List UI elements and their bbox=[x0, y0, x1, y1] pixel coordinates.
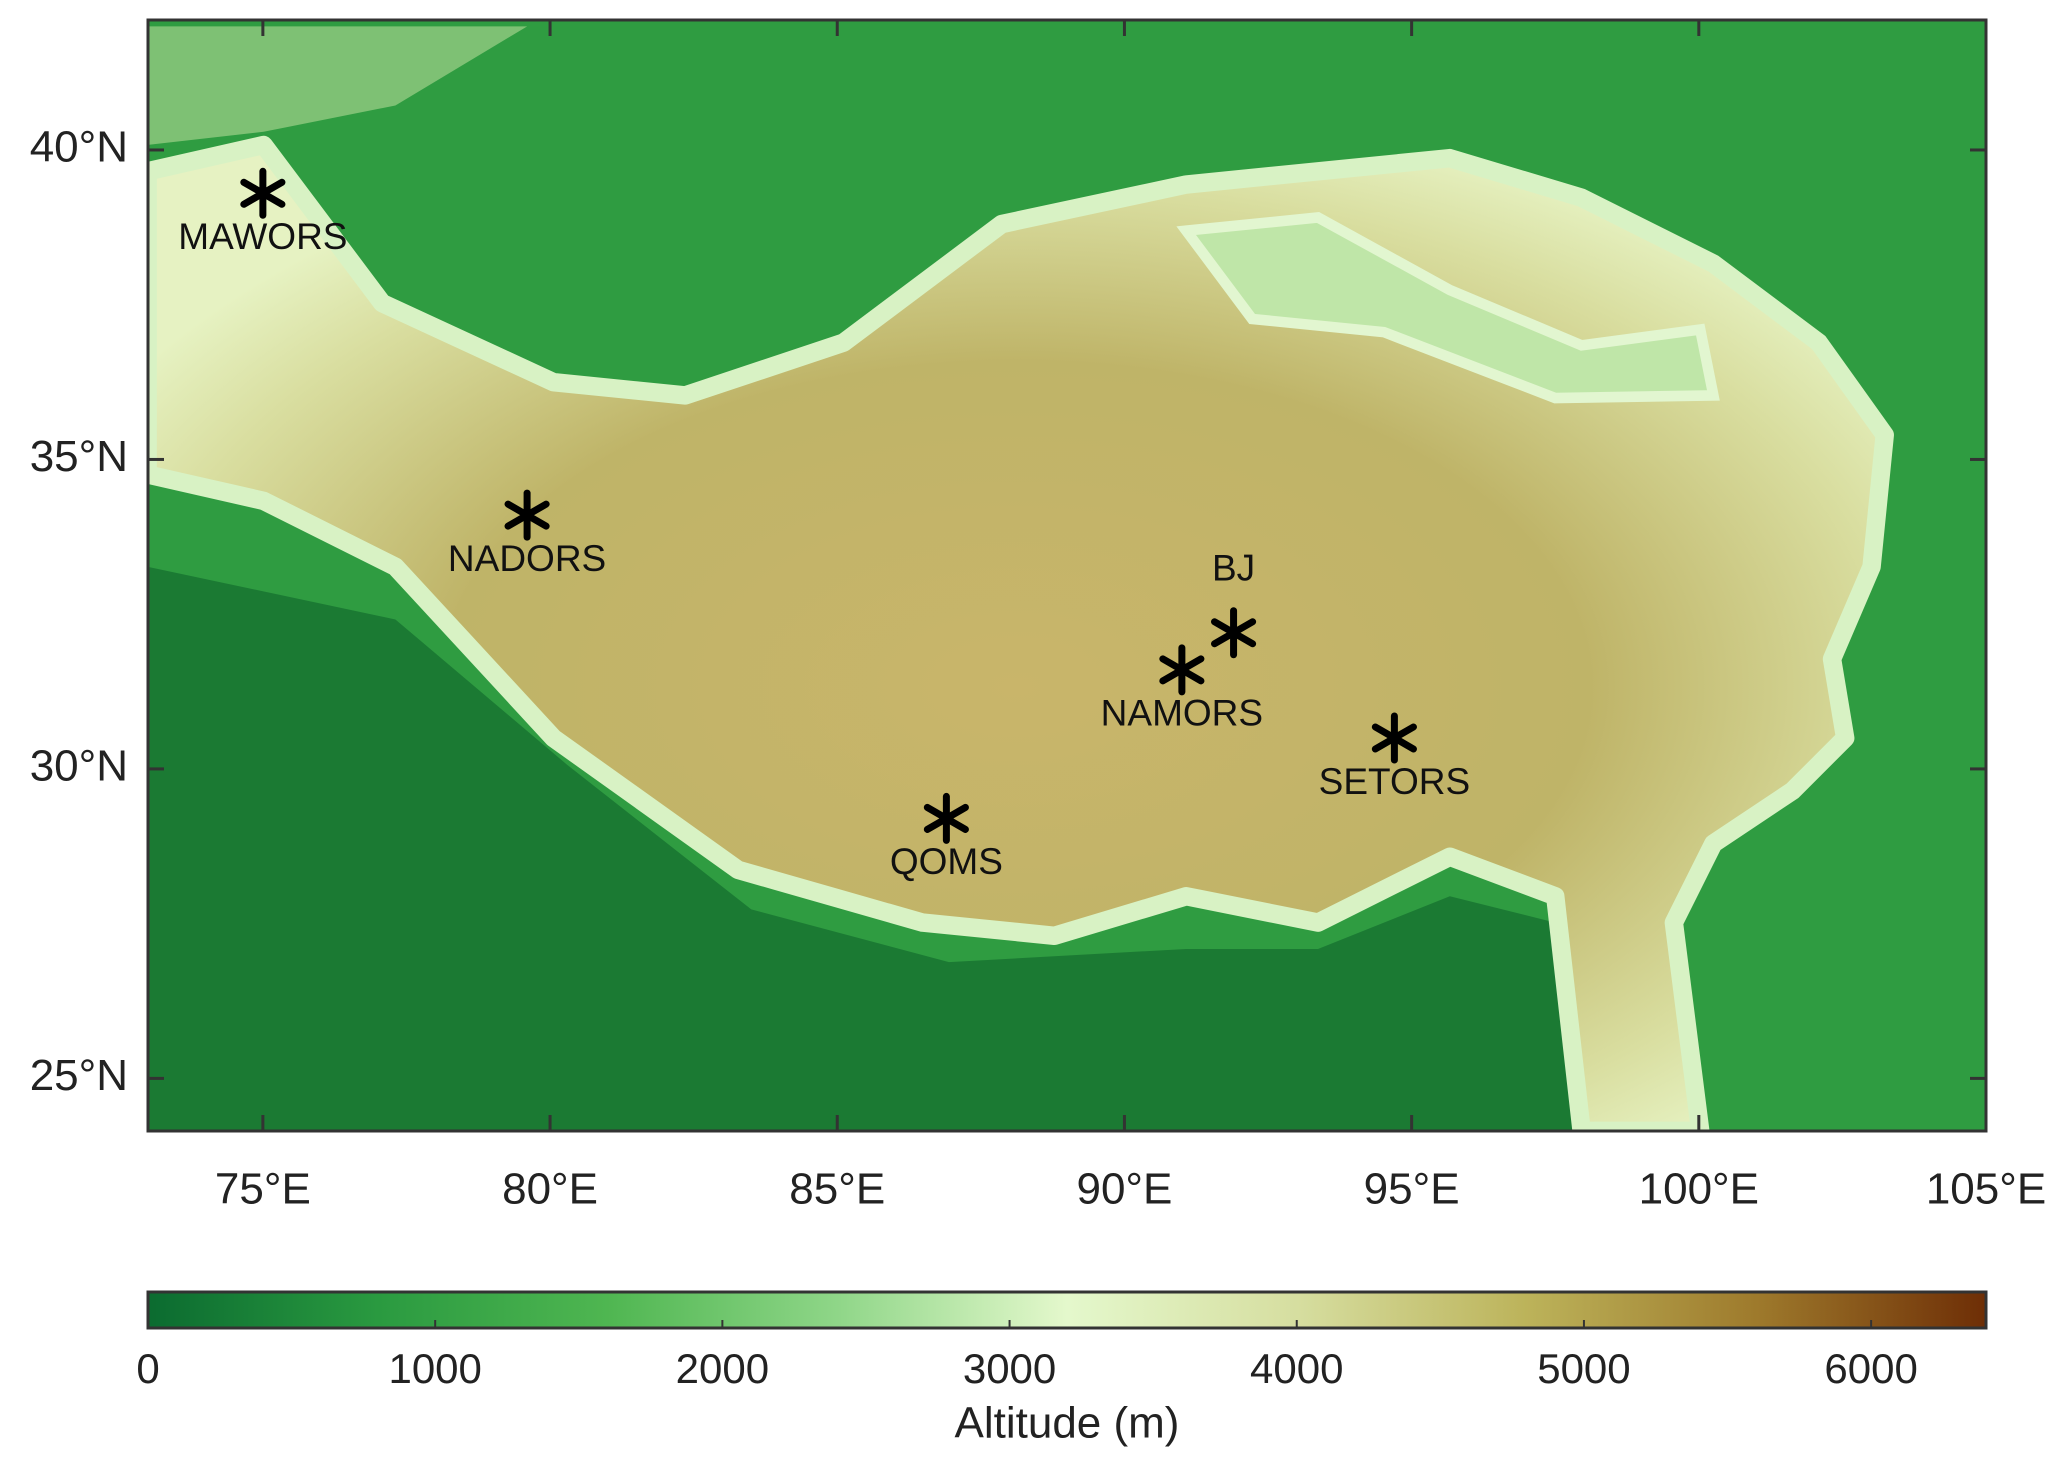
x-tick-label: 100°E bbox=[1639, 1165, 1759, 1214]
y-tick-label: 40°N bbox=[30, 123, 128, 172]
colorbar-tick-label: 1000 bbox=[388, 1345, 481, 1392]
y-tick-label: 30°N bbox=[30, 742, 128, 791]
asterisk-stroke bbox=[504, 500, 550, 530]
asterisk-stroke bbox=[1371, 723, 1417, 753]
y-tick-label: 25°N bbox=[30, 1051, 128, 1100]
station-label: MAWORS bbox=[178, 216, 347, 257]
x-tick-label: 105°E bbox=[1926, 1165, 2046, 1214]
station-marker bbox=[923, 792, 969, 844]
station-marker bbox=[240, 167, 286, 219]
colorbar-tick-label: 3000 bbox=[963, 1345, 1056, 1392]
station-marker bbox=[1371, 712, 1417, 764]
colorbar-tick-label: 5000 bbox=[1537, 1345, 1630, 1392]
x-tick-label: 95°E bbox=[1364, 1165, 1460, 1214]
map-frame bbox=[146, 18, 1988, 1133]
colorbar bbox=[146, 1290, 1988, 1330]
x-tick-label: 75°E bbox=[215, 1165, 311, 1214]
station-label: NADORS bbox=[448, 538, 606, 579]
station-marker bbox=[1159, 644, 1205, 696]
station-label: BJ bbox=[1212, 548, 1255, 589]
x-tick-label: 90°E bbox=[1076, 1165, 1172, 1214]
colorbar-tick-label: 6000 bbox=[1824, 1345, 1917, 1392]
asterisk-stroke bbox=[1211, 618, 1257, 648]
station-label: NAMORS bbox=[1101, 693, 1263, 734]
station-label: QOMS bbox=[890, 841, 1003, 882]
x-tick-label: 85°E bbox=[789, 1165, 885, 1214]
colorbar-tick-label: 4000 bbox=[1250, 1345, 1343, 1392]
colorbar-label: Altitude (m) bbox=[955, 1399, 1180, 1448]
station-marker bbox=[1211, 607, 1257, 659]
station-label: SETORS bbox=[1319, 761, 1470, 802]
asterisk-stroke bbox=[240, 178, 286, 208]
station-marker bbox=[504, 489, 550, 541]
colorbar-tick-label: 0 bbox=[136, 1345, 159, 1392]
asterisk-stroke bbox=[923, 803, 969, 833]
x-tick-label: 80°E bbox=[502, 1165, 598, 1214]
asterisk-stroke bbox=[1159, 655, 1205, 685]
y-tick-label: 35°N bbox=[30, 432, 128, 481]
terrain bbox=[148, 20, 1986, 1131]
colorbar-tick-label: 2000 bbox=[676, 1345, 769, 1392]
